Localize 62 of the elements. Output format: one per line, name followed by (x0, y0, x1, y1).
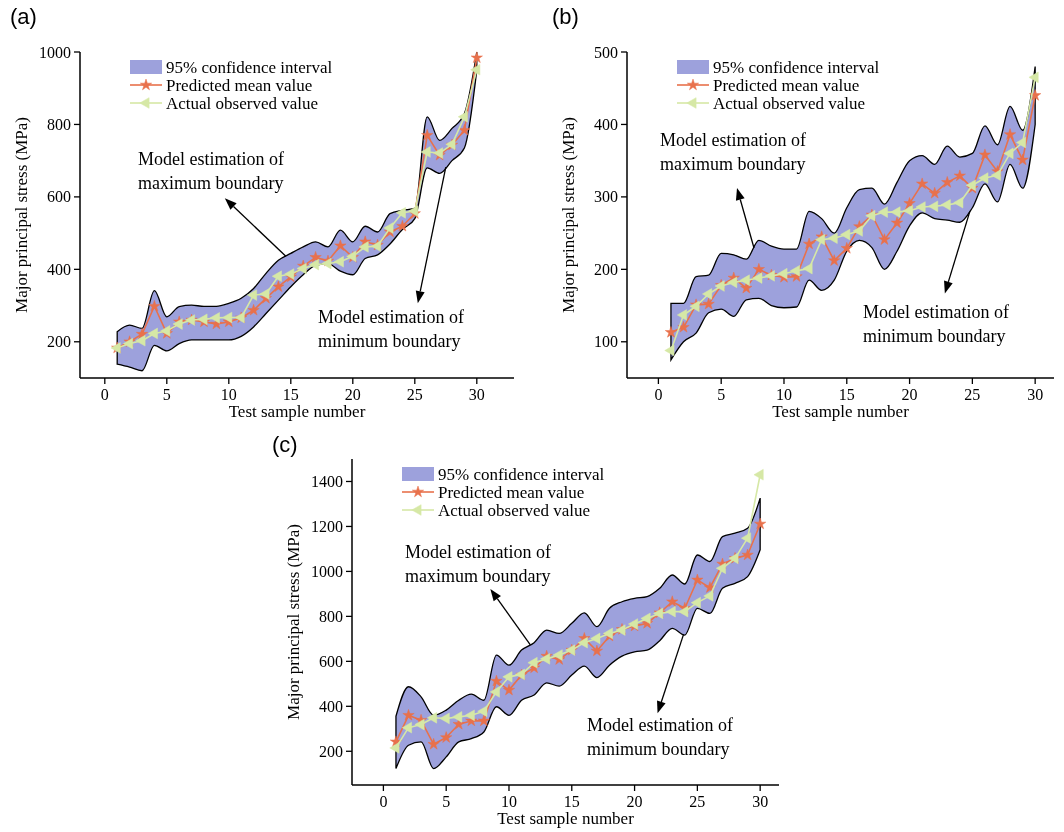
x-tick-label: 5 (442, 793, 451, 810)
annotation: Model estimation of minimum boundary (318, 307, 464, 351)
x-tick-label: 0 (100, 386, 109, 403)
annotation: Model estimation of minimum boundary (863, 302, 1009, 346)
x-tick-label: 10 (775, 386, 792, 403)
legend-label: Actual observed value (438, 501, 590, 520)
x-tick-label: 25 (964, 386, 981, 403)
x-tick-label: 20 (626, 793, 643, 810)
chart-title: (b) (552, 4, 579, 29)
x-tick-label: 15 (563, 793, 580, 810)
x-tick-label: 0 (379, 793, 388, 810)
y-tick-label: 500 (594, 43, 618, 61)
y-tick-label: 200 (47, 333, 71, 351)
x-axis-title: Test sample number (772, 402, 910, 421)
annotation: Model estimation of maximum boundary (138, 149, 284, 193)
y-tick-label: 200 (594, 260, 618, 278)
legend-label: 95% confidence interval (713, 58, 880, 77)
y-axis-title: Major principal stress (MPa) (12, 117, 31, 313)
legend-label: Actual observed value (713, 94, 865, 113)
y-tick-label: 800 (47, 115, 71, 133)
x-tick-label: 20 (901, 386, 918, 403)
x-tick-label: 10 (500, 793, 517, 810)
annotation: Model estimation of maximum boundary (660, 130, 806, 174)
y-tick-label: 1400 (311, 472, 343, 490)
legend-label: Actual observed value (166, 94, 318, 113)
x-axis-title: Test sample number (497, 809, 635, 828)
x-tick-label: 15 (282, 386, 299, 403)
chart-title: (a) (10, 4, 37, 29)
x-tick-label: 30 (468, 386, 485, 403)
legend-label: Predicted mean value (438, 483, 585, 502)
x-tick-label: 10 (220, 386, 237, 403)
y-tick-label: 300 (594, 188, 618, 206)
y-axis-title: Major principal stress (MPa) (559, 117, 578, 313)
y-tick-label: 1000 (39, 43, 71, 61)
y-tick-label: 1000 (311, 562, 343, 580)
x-tick-label: 30 (1027, 386, 1044, 403)
y-tick-label: 600 (47, 188, 71, 206)
x-tick-label: 25 (406, 386, 423, 403)
y-tick-label: 200 (319, 742, 343, 760)
x-tick-label: 20 (344, 386, 361, 403)
legend-label: 95% confidence interval (438, 465, 605, 484)
annotation: Model estimation of maximum boundary (405, 542, 551, 586)
x-axis-title: Test sample number (228, 402, 366, 421)
x-tick-label: 0 (654, 386, 663, 403)
y-tick-label: 400 (47, 260, 71, 278)
x-tick-label: 5 (717, 386, 726, 403)
chart-title: (c) (272, 432, 298, 457)
y-axis-title: Major principal stress (MPa) (284, 524, 303, 720)
y-tick-label: 600 (319, 652, 343, 670)
x-tick-label: 30 (752, 793, 769, 810)
y-tick-label: 100 (594, 333, 618, 351)
annotation: Model estimation of minimum boundary (587, 715, 733, 759)
legend-label: Predicted mean value (166, 76, 313, 95)
y-tick-label: 1200 (311, 517, 343, 535)
y-tick-label: 800 (319, 607, 343, 625)
y-tick-label: 400 (594, 115, 618, 133)
x-tick-label: 15 (838, 386, 855, 403)
y-tick-label: 400 (319, 697, 343, 715)
x-tick-label: 5 (162, 386, 171, 403)
x-tick-label: 25 (689, 793, 706, 810)
legend-label: 95% confidence interval (166, 58, 333, 77)
legend-label: Predicted mean value (713, 76, 860, 95)
